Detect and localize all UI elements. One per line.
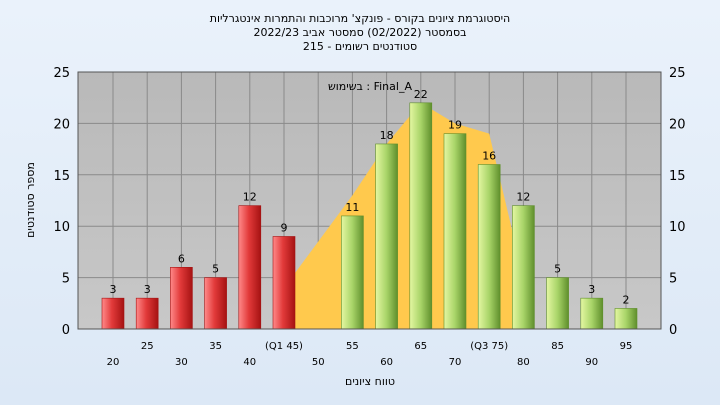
bar-20 <box>101 297 125 330</box>
bar-60 <box>375 143 398 330</box>
x-tick-label: 25 <box>141 341 154 352</box>
x-tick-label: 70 <box>449 357 462 368</box>
bar-30 <box>170 267 193 330</box>
x-tick-label: 20 <box>107 357 120 368</box>
data-labels: 3 3 6 5 12 9 11 18 22 19 16 12 5 3 2 <box>110 88 630 307</box>
bar-65 <box>409 102 433 330</box>
y-tick-label-left: 5 <box>62 272 70 287</box>
x-axis-title: טווח ציונים <box>345 375 395 388</box>
x-tick-label: 55 <box>346 341 359 352</box>
bar-95 <box>614 308 638 330</box>
data-label-95: 2 <box>623 293 630 306</box>
plot-border <box>77 71 662 330</box>
x-tick-label: 95 <box>620 341 633 352</box>
x-tick-label: (Q1 45) <box>265 341 303 352</box>
x-tick-label: 65 <box>414 341 427 352</box>
bar-80 <box>512 205 535 330</box>
title-line-1: היסטוגרמת ציונים בקורס - פונקצ' מרוכבות … <box>210 12 511 25</box>
y-tick-label-left: 10 <box>53 220 70 235</box>
data-label-65: 22 <box>414 88 428 101</box>
y-tick-label-left: 20 <box>53 117 70 132</box>
y-tick-label-right: 0 <box>669 323 677 338</box>
y-tick-label-left: 15 <box>53 169 70 184</box>
x-tick-label: 50 <box>312 357 325 368</box>
data-label-40: 12 <box>243 191 257 204</box>
data-label-20: 3 <box>110 283 117 296</box>
chart-title: היסטוגרמת ציונים בקורס - פונקצ' מרוכבות … <box>210 12 511 53</box>
data-label-30: 6 <box>178 252 185 265</box>
bar-70 <box>443 133 467 330</box>
x-tick-label: 80 <box>517 357 530 368</box>
data-label-70: 19 <box>448 119 462 132</box>
x-tick-label: (Q3 75) <box>470 341 508 352</box>
bar-55 <box>341 215 364 330</box>
data-label-45: 9 <box>281 221 288 234</box>
data-label-35: 5 <box>212 263 219 276</box>
title-line-2: בסמסטר (02/2022) סמסטר אביב 2022/23 <box>253 26 466 39</box>
bar-40 <box>238 205 262 330</box>
x-tick-label: 30 <box>175 357 188 368</box>
annotation-label: בשימוש : Final_A <box>328 80 412 93</box>
x-tick-label: 85 <box>551 341 564 352</box>
bar-75 <box>477 164 501 330</box>
bar-35 <box>204 277 227 330</box>
y-tick-label-right: 25 <box>669 66 686 81</box>
data-label-60: 18 <box>380 129 394 142</box>
data-label-75: 16 <box>482 150 496 163</box>
y-tick-label-right: 20 <box>669 117 686 132</box>
y-tick-label-right: 15 <box>669 169 686 184</box>
x-tick-label: 35 <box>209 341 222 352</box>
x-tick-label: 40 <box>243 357 256 368</box>
bar-25 <box>135 297 159 330</box>
bar-90 <box>580 297 604 330</box>
title-line-3: סטודנטים רשומים - 215 <box>303 40 417 53</box>
data-label-55: 11 <box>345 201 359 214</box>
x-tick-label: 90 <box>585 357 598 368</box>
data-label-90: 3 <box>588 283 595 296</box>
data-label-25: 3 <box>144 283 151 296</box>
x-tick-label: 60 <box>380 357 393 368</box>
y-tick-label-right: 10 <box>669 220 686 235</box>
data-label-85: 5 <box>554 263 561 276</box>
y-axis-title: מספר סטודנטים <box>24 162 37 238</box>
data-label-80: 12 <box>516 191 530 204</box>
bars <box>101 102 638 330</box>
y-tick-label-left: 0 <box>62 323 70 338</box>
bar-85 <box>546 277 569 330</box>
y-tick-label-left: 25 <box>53 66 70 81</box>
y-tick-label-right: 5 <box>669 272 677 287</box>
bar-45 <box>272 236 296 330</box>
